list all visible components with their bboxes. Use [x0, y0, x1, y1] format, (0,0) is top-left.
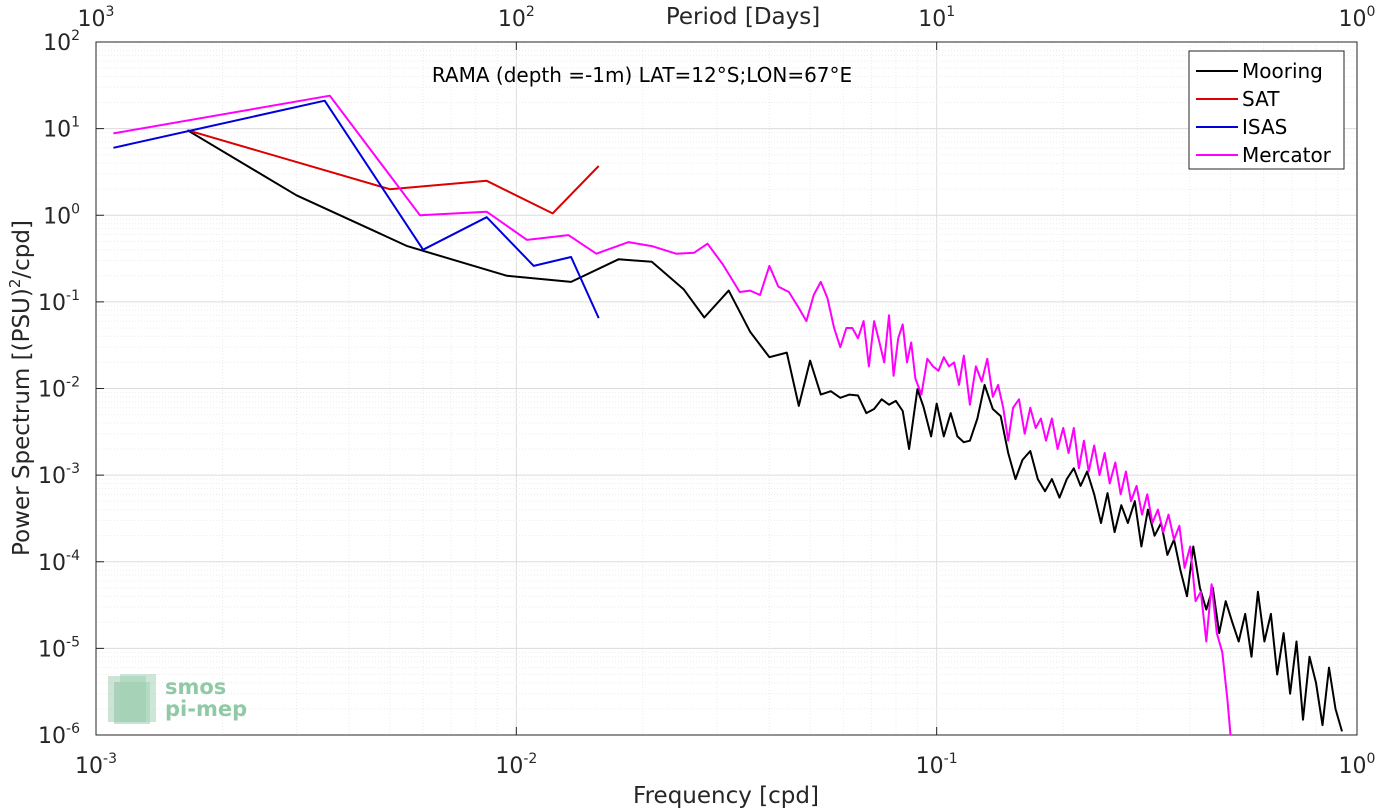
legend-label-isas: ISAS: [1242, 115, 1287, 139]
series-line-isas: [113, 99, 600, 319]
legend-label-mooring: Mooring: [1242, 59, 1323, 83]
y-tick-label: 102: [43, 28, 80, 56]
legend-label-mercator: Mercator: [1242, 143, 1332, 167]
y-tick-label: 10-3: [38, 461, 80, 489]
x-axis-label: Frequency [cpd]: [633, 783, 819, 809]
y-tick-label: 10-6: [38, 721, 80, 749]
y-axis-label: Power Spectrum [(PSU)2/cpd]: [6, 220, 35, 556]
x-tick-label: 100: [1339, 751, 1376, 779]
y-tick-label: 10-2: [38, 375, 80, 403]
grid: [95, 42, 1357, 736]
x-tick-label: 10-2: [495, 751, 537, 779]
top-tick-label: 103: [78, 4, 115, 32]
logo-line1: smos: [165, 675, 226, 699]
logo-mark-front: [120, 674, 156, 722]
y-tick-label: 10-5: [38, 634, 80, 662]
y-tick-label: 10-4: [38, 548, 80, 576]
series-line-mooring: [186, 129, 1343, 732]
top-axis-label: Period [Days]: [666, 4, 820, 30]
ticks: 10-3 10-2 10-1 100 10-6 10-5 10-4 10-3 10-2 10-1 1…: [38, 4, 1375, 779]
logo-line2: pi-mep: [165, 697, 247, 721]
x-tick-label: 10-3: [75, 751, 117, 779]
y-tick-label: 10-1: [38, 288, 80, 316]
series-line-sat: [187, 129, 600, 215]
smos-pi-mep-logo: smos pi-mep: [108, 674, 247, 724]
y-tick-label: 100: [43, 201, 80, 229]
y-tick-label: 101: [43, 115, 80, 143]
series-lines: [113, 94, 1343, 736]
x-tick-label: 10-1: [916, 751, 958, 779]
top-tick-label: 100: [1339, 4, 1376, 32]
top-tick-label: 101: [918, 4, 955, 32]
legend-label-sat: SAT: [1242, 87, 1280, 111]
chart-title: RAMA (depth =-1m) LAT=12°S;LON=67°E: [432, 63, 852, 87]
legend: Mooring SAT ISAS Mercator: [1188, 50, 1345, 170]
series-line-mercator: [113, 94, 1232, 736]
top-tick-label: 102: [498, 4, 535, 32]
